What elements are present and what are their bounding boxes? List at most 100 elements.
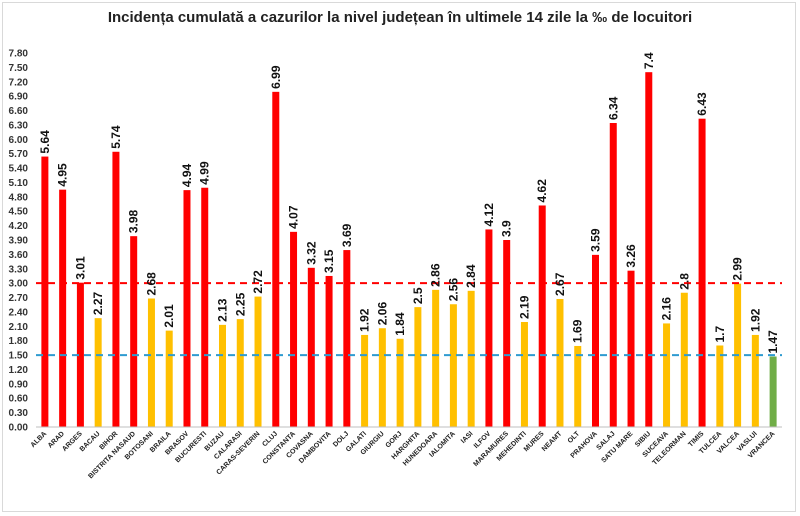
bar [503,240,511,427]
bar [716,345,724,427]
data-label: 2.06 [375,302,389,326]
data-label: 2.86 [429,263,443,287]
y-tick-label: 0.90 [9,379,29,390]
y-tick-label: 4.20 [9,221,29,232]
bar [520,321,528,427]
x-tick-label: IASI [460,430,475,445]
data-label: 5.74 [109,125,123,149]
data-label: 2.25 [233,292,247,316]
y-tick-label: 7.50 [9,63,29,74]
bar [467,290,475,427]
y-tick-label: 2.40 [9,307,29,318]
x-tick-label: TELEORMAN [651,430,687,466]
y-tick-label: 4.80 [9,192,29,203]
bar [219,324,226,427]
data-label: 4.95 [56,163,70,187]
bar [183,190,191,427]
data-label: 3.9 [500,220,514,237]
y-tick-label: 2.10 [9,322,29,333]
data-label: 5.64 [38,130,52,154]
bar [343,250,351,427]
y-tick-label: 5.10 [9,178,29,189]
data-label: 1.92 [358,308,372,332]
bar [556,298,564,427]
bar [627,270,635,427]
data-label: 1.7 [713,325,727,342]
data-label: 2.68 [144,272,158,296]
bar [609,123,617,427]
bar [414,307,422,427]
data-label: 3.01 [73,256,87,280]
y-tick-label: 6.30 [9,120,29,131]
data-label: 2.27 [91,291,105,315]
bar [592,254,599,427]
y-tick-label: 3.90 [9,236,29,247]
data-label: 2.67 [553,272,567,296]
y-tick-label: 6.00 [9,135,29,146]
data-label: 1.69 [571,319,585,343]
y-tick-label: 1.20 [9,365,29,376]
y-tick-label: 6.60 [9,106,29,117]
bar [449,304,457,427]
bar [645,72,653,427]
bar [76,282,84,427]
bar [165,330,173,427]
data-label: 6.43 [695,92,709,116]
bar [112,151,120,427]
data-label: 3.98 [127,209,141,233]
y-axis: 0.00 0.30 0.60 0.90 1.20 1.50 1.80 2.10 2.40 2.70… [9,49,29,434]
y-tick-label: 5.70 [9,149,29,160]
bar [485,229,493,427]
bar [59,189,67,427]
y-tick-label: 0.30 [9,408,29,419]
data-label: 2.56 [446,278,460,302]
data-label: 6.34 [606,96,620,120]
bar [396,338,404,427]
data-label: 3.26 [624,244,638,268]
y-tick-label: 1.80 [9,336,29,347]
bar [130,236,138,427]
bar [538,205,546,427]
data-label: 3.32 [304,241,318,265]
bar [769,356,777,427]
data-label: 2.8 [677,273,691,290]
data-label: 4.99 [198,161,212,185]
data-label: 4.62 [535,179,549,203]
x-tick-label: NEAMT [541,430,564,453]
bar [361,334,369,427]
bar [325,275,333,427]
bar [147,298,155,427]
bar [290,231,298,427]
y-tick-label: 7.80 [9,49,29,60]
data-label: 2.72 [251,270,265,294]
data-label: 2.13 [216,298,230,322]
data-label: 3.15 [322,249,336,273]
bar [751,334,759,427]
bar [201,187,209,427]
data-label: 7.4 [642,52,656,69]
bar [663,323,671,427]
data-label: 2.5 [411,287,425,304]
data-label: 4.12 [482,203,496,227]
bar [94,318,102,427]
data-label: 3.69 [340,223,354,247]
bar [272,91,280,427]
data-label: 2.19 [517,295,531,319]
data-label: 3.59 [589,228,603,252]
chart-title: Incidența cumulată a cazurilor la nivel … [107,9,693,26]
data-label: 4.94 [180,163,194,187]
bar [41,156,49,428]
bar [574,345,582,427]
bar [698,118,706,427]
y-tick-label: 0.00 [9,423,29,434]
data-label: 6.99 [269,65,283,89]
x-tick-label: ALBA [30,430,49,449]
y-tick-label: 6.90 [9,92,29,103]
data-label: 2.16 [660,297,674,321]
y-tick-label: 7.20 [9,77,29,88]
y-tick-label: 2.70 [9,293,29,304]
data-label: 2.84 [464,264,478,288]
y-tick-label: 3.60 [9,250,29,261]
